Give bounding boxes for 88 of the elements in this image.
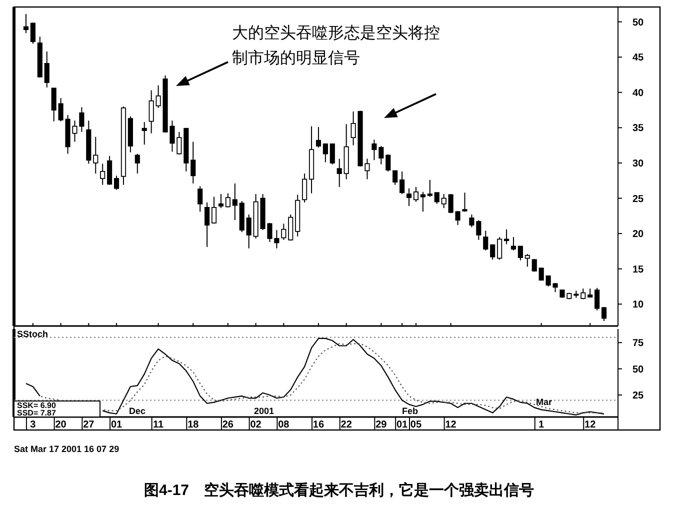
candlestick <box>190 141 196 184</box>
candlestick <box>225 192 230 208</box>
y-tick-label: 10 <box>632 300 644 311</box>
candlestick <box>497 236 502 260</box>
candlestick <box>378 146 384 165</box>
x-tick-label: 20 <box>55 420 67 430</box>
x-tick-label: 22 <box>340 420 352 430</box>
x-tick-label: 27 <box>83 420 95 430</box>
x-tick-label: 02 <box>250 420 262 430</box>
text: Sat Mar 17 2001 16 07 29 <box>14 444 120 454</box>
candlestick <box>524 254 530 268</box>
candlestick <box>107 155 112 186</box>
candlestick <box>406 188 412 207</box>
annotation: Feb <box>402 406 419 416</box>
candlestick <box>518 246 523 261</box>
candlestick <box>316 126 322 148</box>
candlestick <box>601 306 607 322</box>
y-tick-label: 40 <box>632 88 644 99</box>
annotation: SSD= 7.87 <box>17 408 56 418</box>
x-tick-label: 12 <box>584 420 596 430</box>
y-tick-label: 30 <box>632 158 644 170</box>
annotation: Mar <box>536 397 552 407</box>
y-tick-label: 20 <box>632 229 644 240</box>
y-tick-label: 35 <box>632 123 644 134</box>
candlestick <box>400 170 405 195</box>
x-tick-label: 1 <box>538 420 545 430</box>
caption: 图4-17 空头吞噬模式看起来不吉利，它是一个强卖出信号 <box>144 481 534 499</box>
candlestick <box>44 50 50 88</box>
candlestick <box>134 153 140 174</box>
candlestick <box>322 143 328 163</box>
y-tick-label: 50 <box>632 17 644 28</box>
y-tick-label: 15 <box>632 264 644 276</box>
x-tick-label: 08 <box>278 420 290 430</box>
candlestick <box>218 194 224 209</box>
x-tick-label: 3 <box>30 420 36 430</box>
candlestick <box>594 287 600 311</box>
x-tick-label: 01 <box>110 420 123 430</box>
candlestick <box>392 170 398 186</box>
candlestick <box>427 179 432 198</box>
candlestick <box>93 136 98 174</box>
candlestick <box>386 154 391 172</box>
candlestick <box>469 214 474 228</box>
candlestick <box>100 163 106 186</box>
candlestick <box>434 192 440 204</box>
candlestick <box>510 236 516 251</box>
candlestick <box>372 139 377 161</box>
candlestick <box>413 186 419 202</box>
candlestick <box>204 202 210 248</box>
annotation: Dec <box>129 406 146 416</box>
candlestick <box>23 14 29 34</box>
candlestick <box>51 88 56 122</box>
x-tick-label: 18 <box>188 420 200 430</box>
candlestick <box>420 191 426 212</box>
y-tick-label: 45 <box>632 52 644 64</box>
candlestick <box>538 268 544 281</box>
candlestick <box>246 214 252 249</box>
y-tick-label: 25 <box>632 390 644 402</box>
annotation: 2001 <box>254 406 274 416</box>
candlestick <box>483 230 488 251</box>
x-tick-label: 16 <box>312 420 324 430</box>
candlestick <box>302 173 308 203</box>
x-tick-label: 26 <box>222 420 234 430</box>
x-tick-label: 29 <box>376 420 388 430</box>
candlestick <box>148 90 154 134</box>
y-tick-label: 50 <box>632 364 644 376</box>
candlestick <box>441 194 446 209</box>
candlestick <box>288 214 294 242</box>
candlestick <box>30 22 36 44</box>
candlestick <box>281 223 286 240</box>
candlestick <box>336 158 342 188</box>
candlestick <box>211 196 217 224</box>
candlestick <box>476 220 482 240</box>
candlestick <box>198 186 203 212</box>
x-tick-label: 01 <box>396 420 408 430</box>
y-tick-label: 75 <box>632 338 644 350</box>
candlestick <box>330 143 335 165</box>
candlestick <box>232 182 238 221</box>
x-tick-label: 05 <box>410 420 422 430</box>
chart-title: SStoch <box>17 329 48 339</box>
y-tick-label: 25 <box>632 194 644 205</box>
x-tick-label: 12 <box>445 420 457 430</box>
candlestick <box>114 175 120 190</box>
annotation: 大的空头吞噬形态是空头将控制市场的明显信号 <box>232 24 440 67</box>
candlestick <box>142 122 147 146</box>
annotation: SSK= 6.90 <box>17 401 56 410</box>
candlestick <box>490 244 496 260</box>
candlestick <box>504 228 510 245</box>
x-tick-label: 11 <box>153 420 164 430</box>
